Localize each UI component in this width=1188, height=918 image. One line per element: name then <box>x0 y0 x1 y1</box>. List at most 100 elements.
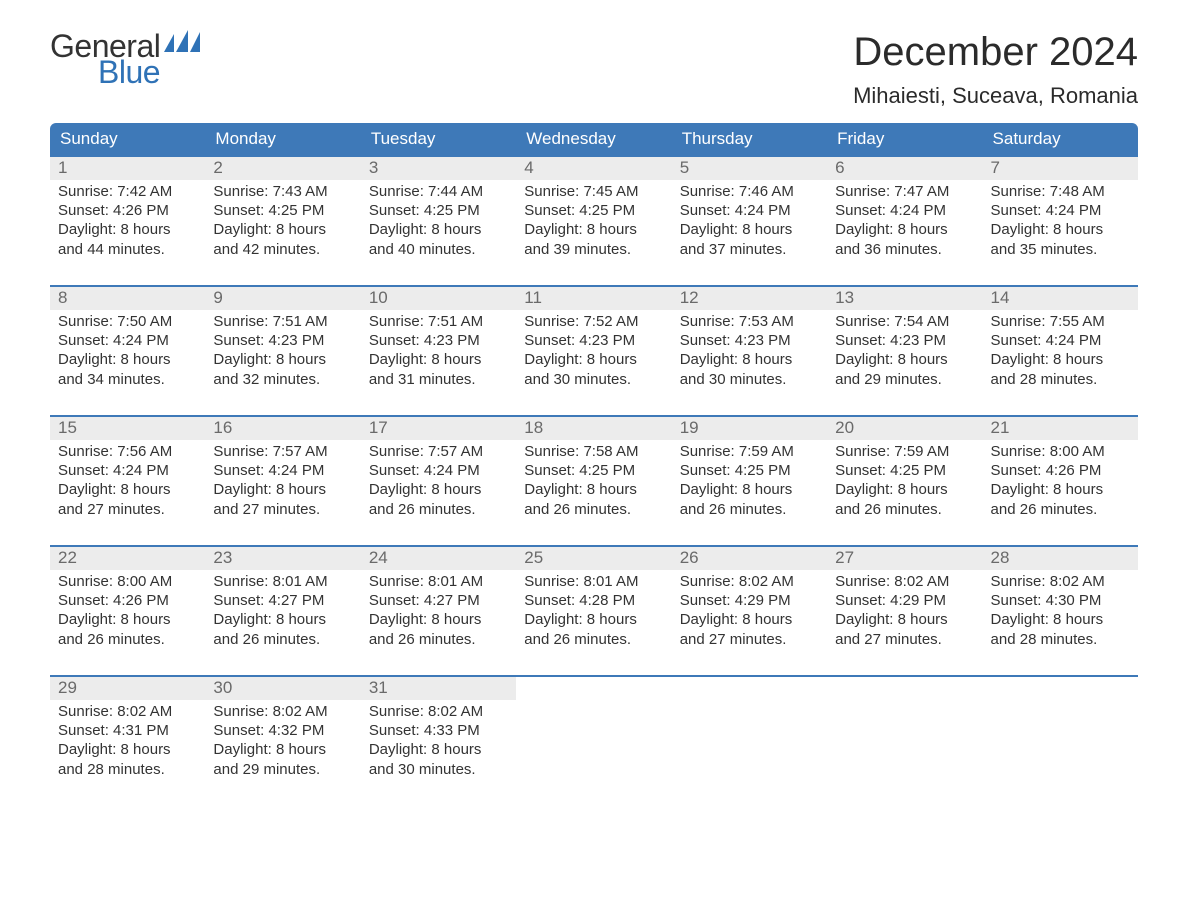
day-number: 29 <box>50 677 205 700</box>
day-sunset: Sunset: 4:24 PM <box>991 201 1130 220</box>
logo-text-blue: Blue <box>98 56 200 88</box>
day-details: Sunrise: 7:47 AMSunset: 4:24 PMDaylight:… <box>827 180 982 265</box>
day-d2: and 26 minutes. <box>58 630 197 649</box>
day-sunset: Sunset: 4:23 PM <box>213 331 352 350</box>
day-d1: Daylight: 8 hours <box>835 480 974 499</box>
day-d2: and 35 minutes. <box>991 240 1130 259</box>
day-number: 4 <box>516 157 671 180</box>
day-number: 25 <box>516 547 671 570</box>
day-number: 30 <box>205 677 360 700</box>
day-sunrise: Sunrise: 8:00 AM <box>991 442 1130 461</box>
calendar-day: 29Sunrise: 8:02 AMSunset: 4:31 PMDayligh… <box>50 677 205 805</box>
day-sunset: Sunset: 4:25 PM <box>835 461 974 480</box>
day-sunrise: Sunrise: 8:02 AM <box>58 702 197 721</box>
day-number: 15 <box>50 417 205 440</box>
day-d1: Daylight: 8 hours <box>835 610 974 629</box>
day-sunrise: Sunrise: 8:01 AM <box>524 572 663 591</box>
calendar-day: 26Sunrise: 8:02 AMSunset: 4:29 PMDayligh… <box>672 547 827 675</box>
day-d1: Daylight: 8 hours <box>58 480 197 499</box>
day-details: Sunrise: 8:02 AMSunset: 4:32 PMDaylight:… <box>205 700 360 785</box>
day-number: 27 <box>827 547 982 570</box>
day-d2: and 39 minutes. <box>524 240 663 259</box>
day-d1: Daylight: 8 hours <box>58 350 197 369</box>
day-sunrise: Sunrise: 7:50 AM <box>58 312 197 331</box>
day-d1: Daylight: 8 hours <box>524 480 663 499</box>
day-sunrise: Sunrise: 7:55 AM <box>991 312 1130 331</box>
weekday-header: Monday <box>205 123 360 155</box>
day-d1: Daylight: 8 hours <box>524 610 663 629</box>
weekday-header: Sunday <box>50 123 205 155</box>
day-number: 19 <box>672 417 827 440</box>
day-details: Sunrise: 8:01 AMSunset: 4:28 PMDaylight:… <box>516 570 671 655</box>
day-sunset: Sunset: 4:33 PM <box>369 721 508 740</box>
day-d1: Daylight: 8 hours <box>369 480 508 499</box>
weekday-header: Tuesday <box>361 123 516 155</box>
week-row: 22Sunrise: 8:00 AMSunset: 4:26 PMDayligh… <box>50 545 1138 675</box>
day-sunset: Sunset: 4:24 PM <box>991 331 1130 350</box>
day-d1: Daylight: 8 hours <box>369 740 508 759</box>
day-sunset: Sunset: 4:30 PM <box>991 591 1130 610</box>
day-number: 16 <box>205 417 360 440</box>
day-number: 8 <box>50 287 205 310</box>
day-sunset: Sunset: 4:23 PM <box>835 331 974 350</box>
day-d1: Daylight: 8 hours <box>991 220 1130 239</box>
day-number: 14 <box>983 287 1138 310</box>
day-sunrise: Sunrise: 7:56 AM <box>58 442 197 461</box>
calendar: SundayMondayTuesdayWednesdayThursdayFrid… <box>50 123 1138 805</box>
week-row: 1Sunrise: 7:42 AMSunset: 4:26 PMDaylight… <box>50 155 1138 285</box>
day-d1: Daylight: 8 hours <box>680 610 819 629</box>
day-details: Sunrise: 7:58 AMSunset: 4:25 PMDaylight:… <box>516 440 671 525</box>
day-sunset: Sunset: 4:24 PM <box>680 201 819 220</box>
calendar-day: 27Sunrise: 8:02 AMSunset: 4:29 PMDayligh… <box>827 547 982 675</box>
day-d1: Daylight: 8 hours <box>680 350 819 369</box>
day-sunset: Sunset: 4:24 PM <box>369 461 508 480</box>
calendar-day: 15Sunrise: 7:56 AMSunset: 4:24 PMDayligh… <box>50 417 205 545</box>
day-sunrise: Sunrise: 7:42 AM <box>58 182 197 201</box>
day-details: Sunrise: 7:59 AMSunset: 4:25 PMDaylight:… <box>827 440 982 525</box>
calendar-day: 8Sunrise: 7:50 AMSunset: 4:24 PMDaylight… <box>50 287 205 415</box>
day-sunrise: Sunrise: 8:00 AM <box>58 572 197 591</box>
day-d1: Daylight: 8 hours <box>680 220 819 239</box>
day-sunrise: Sunrise: 8:02 AM <box>835 572 974 591</box>
day-number: 7 <box>983 157 1138 180</box>
day-sunset: Sunset: 4:25 PM <box>213 201 352 220</box>
day-number: 2 <box>205 157 360 180</box>
day-number: 13 <box>827 287 982 310</box>
day-sunrise: Sunrise: 7:54 AM <box>835 312 974 331</box>
day-d2: and 42 minutes. <box>213 240 352 259</box>
day-details: Sunrise: 7:54 AMSunset: 4:23 PMDaylight:… <box>827 310 982 395</box>
day-sunrise: Sunrise: 7:44 AM <box>369 182 508 201</box>
day-d1: Daylight: 8 hours <box>58 610 197 629</box>
day-details: Sunrise: 8:02 AMSunset: 4:33 PMDaylight:… <box>361 700 516 785</box>
day-d1: Daylight: 8 hours <box>58 740 197 759</box>
day-sunrise: Sunrise: 8:01 AM <box>369 572 508 591</box>
calendar-day: 20Sunrise: 7:59 AMSunset: 4:25 PMDayligh… <box>827 417 982 545</box>
calendar-day: 11Sunrise: 7:52 AMSunset: 4:23 PMDayligh… <box>516 287 671 415</box>
calendar-day: 7Sunrise: 7:48 AMSunset: 4:24 PMDaylight… <box>983 157 1138 285</box>
day-d2: and 34 minutes. <box>58 370 197 389</box>
day-sunrise: Sunrise: 7:45 AM <box>524 182 663 201</box>
day-d1: Daylight: 8 hours <box>835 220 974 239</box>
calendar-day: 14Sunrise: 7:55 AMSunset: 4:24 PMDayligh… <box>983 287 1138 415</box>
day-d1: Daylight: 8 hours <box>213 220 352 239</box>
calendar-day: 31Sunrise: 8:02 AMSunset: 4:33 PMDayligh… <box>361 677 516 805</box>
day-sunset: Sunset: 4:27 PM <box>213 591 352 610</box>
day-d2: and 26 minutes. <box>680 500 819 519</box>
day-sunset: Sunset: 4:25 PM <box>369 201 508 220</box>
day-sunrise: Sunrise: 7:57 AM <box>369 442 508 461</box>
day-d1: Daylight: 8 hours <box>369 220 508 239</box>
day-d1: Daylight: 8 hours <box>524 350 663 369</box>
day-d2: and 27 minutes. <box>835 630 974 649</box>
day-number: 18 <box>516 417 671 440</box>
page-title: December 2024 <box>853 30 1138 75</box>
day-details: Sunrise: 7:57 AMSunset: 4:24 PMDaylight:… <box>361 440 516 525</box>
day-sunrise: Sunrise: 7:57 AM <box>213 442 352 461</box>
day-sunset: Sunset: 4:24 PM <box>213 461 352 480</box>
day-sunset: Sunset: 4:23 PM <box>369 331 508 350</box>
calendar-day: 16Sunrise: 7:57 AMSunset: 4:24 PMDayligh… <box>205 417 360 545</box>
week-row: 15Sunrise: 7:56 AMSunset: 4:24 PMDayligh… <box>50 415 1138 545</box>
day-sunset: Sunset: 4:29 PM <box>680 591 819 610</box>
day-number: 9 <box>205 287 360 310</box>
week-row: 29Sunrise: 8:02 AMSunset: 4:31 PMDayligh… <box>50 675 1138 805</box>
day-sunset: Sunset: 4:25 PM <box>524 201 663 220</box>
